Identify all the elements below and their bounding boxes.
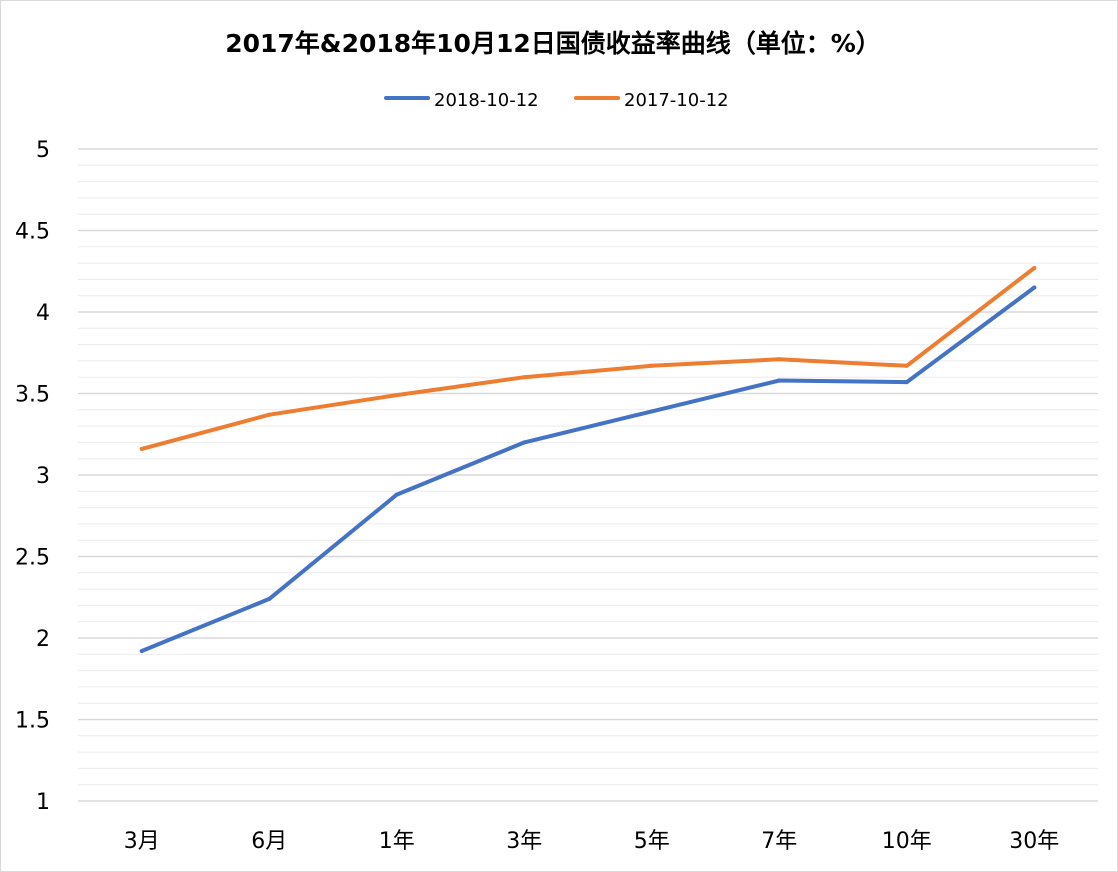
y-tick-label: 4 (36, 301, 50, 326)
chart-title: 2017年&2018年10月12日国债收益率曲线（单位：%） (225, 29, 881, 58)
data-point-2018-10-12-30年 (1032, 285, 1037, 290)
x-tick-label: 5年 (634, 829, 670, 854)
x-tick-label: 6月 (251, 829, 287, 854)
data-point-2018-10-12-3月 (139, 649, 144, 654)
y-tick-label: 2 (36, 627, 50, 652)
x-tick-label: 10年 (882, 829, 932, 854)
x-tick-label: 3月 (124, 829, 160, 854)
data-point-2018-10-12-5年 (649, 409, 654, 414)
data-point-2017-10-12-3月 (139, 446, 144, 451)
y-tick-label: 3 (36, 464, 50, 489)
data-point-2018-10-12-10年 (904, 380, 909, 385)
series-line-2017-10-12 (139, 266, 1037, 451)
y-axis-ticks: 1 1.5 2 2.5 3 3.5 4 4.5 5 (15, 138, 50, 815)
legend: 2018-10-12 2017-10-12 (384, 90, 729, 111)
data-point-2017-10-12-7年 (777, 357, 782, 362)
series-lines (139, 265, 1037, 654)
y-tick-label: 5 (36, 138, 50, 163)
x-tick-label: 3年 (506, 829, 542, 854)
x-tick-label: 30年 (1009, 829, 1059, 854)
data-point-2018-10-12-7年 (777, 378, 782, 383)
x-tick-label: 7年 (761, 829, 797, 854)
legend-label-2017: 2017-10-12 (624, 90, 729, 111)
legend-label-2018: 2018-10-12 (434, 90, 539, 111)
data-point-2017-10-12-1年 (394, 393, 399, 398)
y-tick-label: 2.5 (15, 546, 50, 571)
data-point-2017-10-12-30年 (1032, 265, 1037, 270)
gridlines (78, 148, 1098, 802)
data-point-2018-10-12-6月 (267, 596, 272, 601)
x-axis-ticks: 3月 6月 1年 3年 5年 7年 10年 30年 (124, 829, 1060, 854)
x-tick-label: 1年 (379, 829, 415, 854)
y-tick-label: 3.5 (15, 383, 50, 408)
data-point-2017-10-12-6月 (267, 412, 272, 417)
data-point-2017-10-12-10年 (904, 363, 909, 368)
y-tick-label: 4.5 (15, 220, 50, 245)
y-tick-label: 1.5 (15, 709, 50, 734)
data-point-2018-10-12-1年 (394, 492, 399, 497)
data-point-2017-10-12-5年 (649, 363, 654, 368)
series-line-2018-10-12 (139, 285, 1037, 653)
y-tick-label: 1 (36, 790, 50, 815)
data-point-2018-10-12-3年 (522, 440, 527, 445)
data-point-2017-10-12-3年 (522, 375, 527, 380)
